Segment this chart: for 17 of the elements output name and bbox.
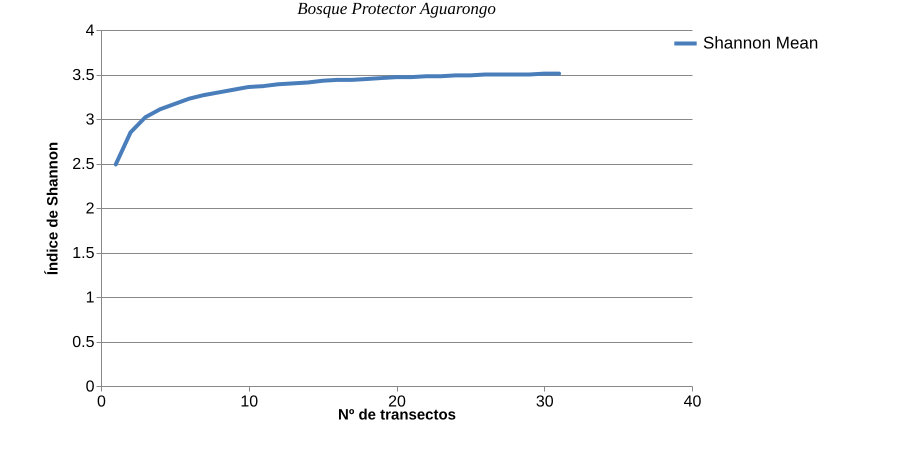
y-tick-label: 3 <box>86 112 95 128</box>
y-tick-label: 0 <box>86 378 95 396</box>
y-tick-label: 4 <box>86 22 95 40</box>
line-series <box>114 72 562 166</box>
y-axis-title: Índice de Shannon <box>43 142 62 276</box>
x-tick-label: 10 <box>240 394 258 410</box>
y-tick-label: 0.5 <box>72 334 95 351</box>
x-tick-label: 40 <box>684 394 702 410</box>
y-tick-label: 1.5 <box>72 245 95 262</box>
chart-title: Bosque Protector Aguarongo <box>297 0 496 18</box>
x-tick-label: 30 <box>536 394 554 410</box>
y-tick-label: 2.5 <box>72 156 95 173</box>
legend-label: Shannon Mean <box>703 34 818 52</box>
x-tick-label: 0 <box>97 394 106 410</box>
y-tick-label: 2 <box>86 200 95 218</box>
y-tick-label: 3.5 <box>72 67 95 84</box>
y-tick-label: 1 <box>86 290 95 306</box>
